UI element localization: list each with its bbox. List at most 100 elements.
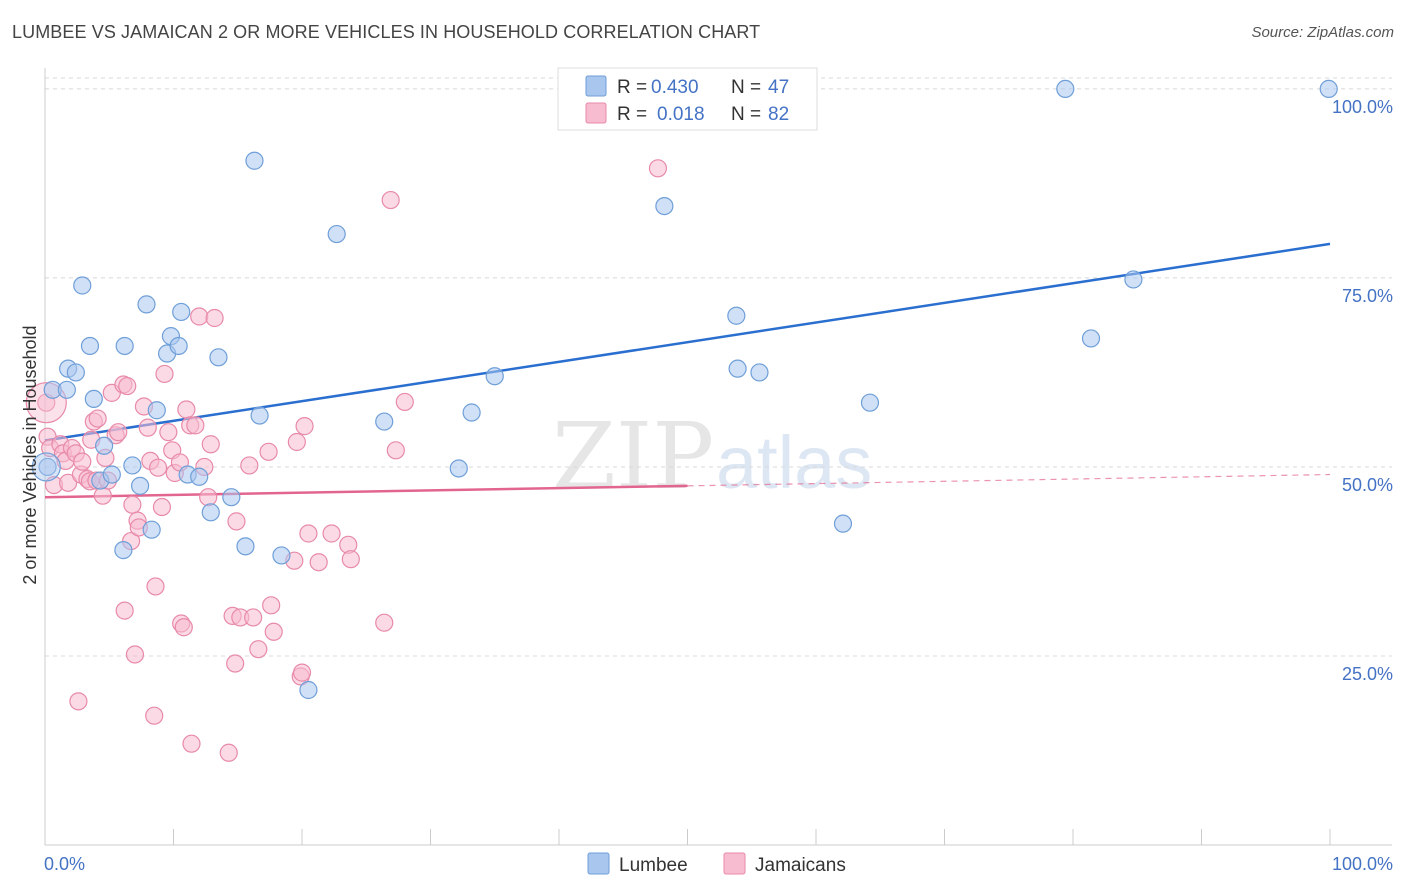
jamaicans-point <box>249 640 268 659</box>
lumbee-point <box>95 436 114 455</box>
lumbee-point <box>201 503 220 522</box>
lumbee-point <box>209 348 228 367</box>
legend-swatch-jamaicans <box>585 102 607 124</box>
lumbee-point <box>172 302 191 322</box>
x-tick-label: 100.0% <box>1332 854 1393 874</box>
bottom-legend-lumbee: Lumbee <box>619 855 688 876</box>
jamaicans-point <box>125 645 145 664</box>
jamaicans-point <box>205 308 224 328</box>
lumbee-point <box>272 546 291 565</box>
watermark-atlas: atlas <box>716 421 872 504</box>
chart-title: LUMBEE VS JAMAICAN 2 OR MORE VEHICLES IN… <box>12 22 761 42</box>
jamaicans-point <box>381 190 400 210</box>
lumbee-point <box>1124 270 1143 289</box>
jamaicans-point <box>262 596 281 615</box>
jamaicans-point <box>145 706 164 725</box>
y-tick-label: 25.0% <box>1342 664 1393 684</box>
y-tick-label: 100.0% <box>1332 97 1393 117</box>
jamaicans-point <box>146 577 165 596</box>
jamaicans-point <box>201 435 220 454</box>
bottom-legend-swatch-jamaicans <box>723 852 746 875</box>
legend-r-value-lumbee: 0.430 <box>651 77 699 98</box>
jamaicans-point <box>292 663 312 682</box>
lumbee-point <box>137 295 156 314</box>
jamaicans-point <box>174 618 193 637</box>
lumbee-point <box>130 476 150 495</box>
jamaicans-point <box>309 553 328 572</box>
lumbee-point <box>80 336 100 356</box>
jamaicans-point <box>69 692 88 711</box>
lumbee-point <box>84 389 103 409</box>
bottom-legend-swatch-lumbee <box>587 852 610 875</box>
lumbee-point <box>57 380 76 399</box>
lumbee-point <box>860 393 880 412</box>
jamaicans-point <box>123 495 142 514</box>
jamaicans-point <box>227 512 246 531</box>
lumbee-point <box>190 467 209 486</box>
lumbee-point <box>1056 79 1075 99</box>
watermark: ZIP atlas <box>552 403 872 510</box>
watermark-zip: ZIP <box>552 403 714 510</box>
y-tick-label: 50.0% <box>1342 475 1393 495</box>
x-tick-label: 0.0% <box>44 854 85 874</box>
jamaicans-point <box>386 441 405 460</box>
jamaicans-point <box>177 400 196 419</box>
lumbee-point <box>327 224 346 244</box>
jamaicans-trend-line <box>44 484 688 499</box>
jamaicans-point <box>299 524 318 543</box>
lumbee-point <box>728 359 747 378</box>
jamaicans-point <box>264 622 283 641</box>
lumbee-point <box>727 306 746 325</box>
lumbee-point <box>114 541 133 560</box>
jamaicans-point <box>88 409 107 428</box>
lumbee-points <box>31 79 1338 700</box>
jamaicans-point <box>295 417 314 436</box>
legend-r-label-lumbee: R = <box>617 77 647 98</box>
jamaicans-point <box>287 432 306 452</box>
jamaicans-trend-line-dashed <box>687 473 1331 487</box>
jamaicans-point <box>341 550 360 569</box>
lumbee-point <box>1319 79 1338 99</box>
lumbee-point <box>66 363 85 382</box>
jamaicans-point <box>155 364 174 384</box>
lumbee-point <box>462 403 481 422</box>
jamaicans-point <box>115 601 134 620</box>
lumbee-point <box>38 457 57 477</box>
lumbee-point <box>142 520 161 539</box>
lumbee-point <box>222 488 241 507</box>
lumbee-point <box>73 276 92 295</box>
legend-r-value-jamaicans: 0.018 <box>657 104 705 125</box>
jamaicans-point <box>148 458 168 477</box>
jamaicans-point <box>240 456 259 475</box>
legend-n-value-jamaicans: 82 <box>768 104 789 125</box>
jamaicans-point <box>159 423 178 442</box>
bottom-legend-jamaicans: Jamaicans <box>755 855 846 876</box>
lumbee-point <box>102 465 121 484</box>
y-axis-title: 2 or more Vehicles in Household <box>20 325 40 584</box>
axes: 25.0% 50.0% 75.0% 100.0% 0.0% 100.0% <box>44 68 1393 874</box>
bottom-legend: Lumbee Jamaicans <box>587 852 846 876</box>
lumbee-point <box>250 406 269 425</box>
lumbee-point <box>833 514 853 533</box>
legend-swatch-lumbee <box>585 75 607 97</box>
lumbee-point <box>169 336 188 356</box>
jamaicans-points <box>25 159 668 762</box>
jamaicans-point <box>152 497 172 517</box>
jamaicans-point <box>226 654 245 673</box>
source-label: Source: ZipAtlas.com <box>1251 24 1394 41</box>
jamaicans-point <box>648 159 668 178</box>
lumbee-point <box>655 196 674 216</box>
lumbee-point <box>750 363 769 382</box>
jamaicans-point <box>93 486 112 505</box>
lumbee-point <box>449 459 468 478</box>
jamaicans-point <box>375 613 394 632</box>
jamaicans-point <box>186 416 205 435</box>
lumbee-point <box>236 537 255 556</box>
lumbee-point-large <box>31 452 61 482</box>
lumbee-point <box>485 367 504 386</box>
y-tick-label: 75.0% <box>1342 286 1393 306</box>
jamaicans-point <box>219 743 238 762</box>
lumbee-point <box>115 336 134 356</box>
legend-r-label-jamaicans: R = <box>617 104 647 125</box>
lumbee-point <box>375 412 394 431</box>
